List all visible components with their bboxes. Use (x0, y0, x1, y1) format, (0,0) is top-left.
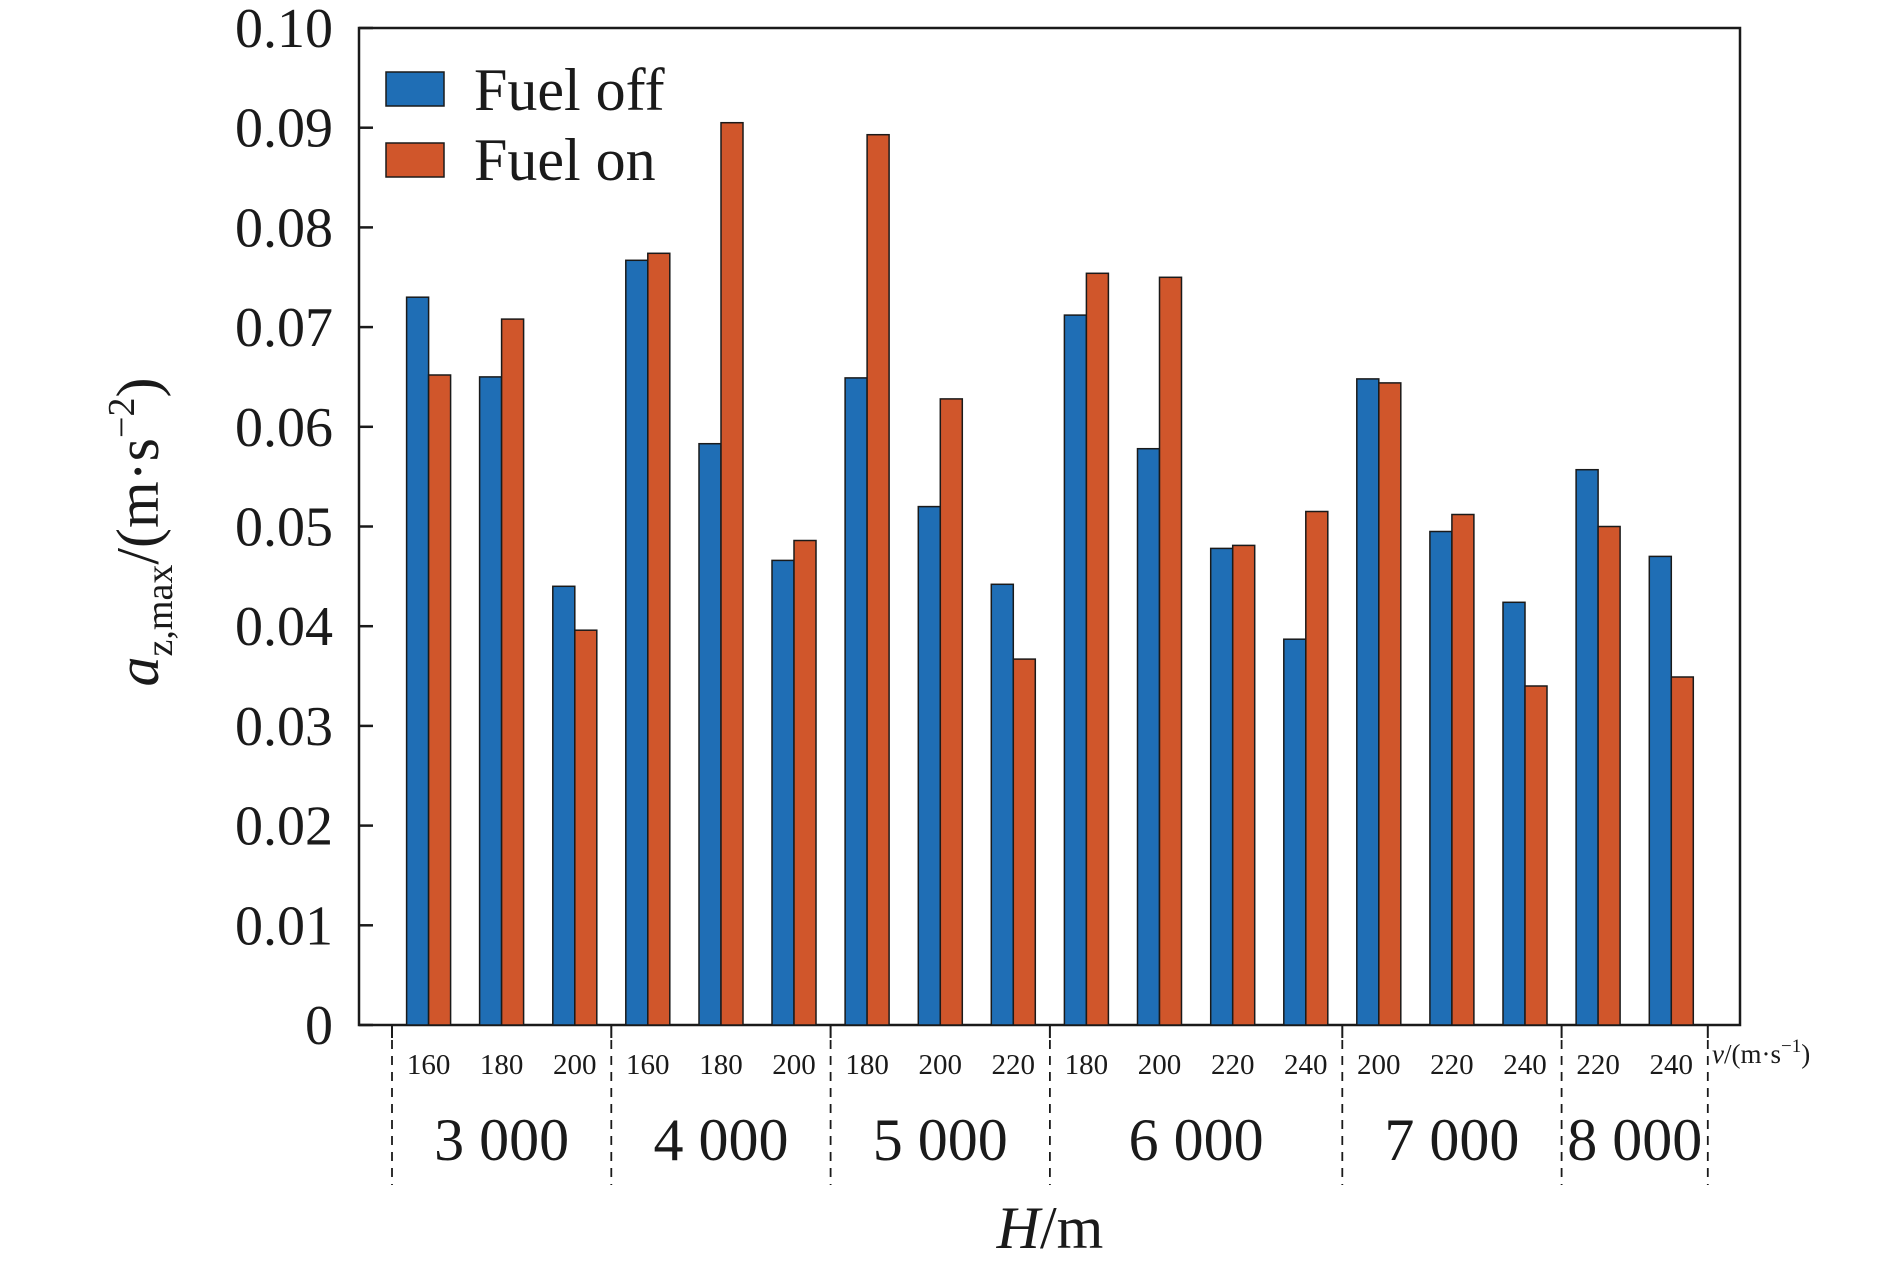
bar-fuel-off (844, 377, 868, 1026)
bar-fuel-off (1575, 468, 1599, 1026)
group-label: 3 000 (434, 1107, 569, 1173)
bar-fuel-off (1648, 555, 1673, 1026)
bar-fuel-off (990, 583, 1015, 1026)
x-tick-label: 240 (1284, 1049, 1328, 1081)
group-label: 5 000 (873, 1107, 1008, 1173)
x-tick-label: 180 (1065, 1049, 1109, 1081)
bar-fuel-on (1085, 272, 1110, 1026)
bar-fuel-on (1670, 676, 1695, 1026)
y-tick-label: 0.08 (235, 197, 333, 259)
bar-fuel-on (1378, 382, 1402, 1026)
x-tick-label: 200 (1138, 1049, 1182, 1081)
bars (405, 121, 1695, 1026)
x-tick-label: 220 (1430, 1049, 1474, 1081)
bar-fuel-on (1231, 544, 1256, 1026)
y-tick-label: 0.07 (235, 297, 333, 359)
x-tick-label: 240 (1650, 1049, 1694, 1081)
bar-fuel-off (698, 442, 722, 1026)
bar-fuel-off (1429, 530, 1453, 1026)
bar-fuel-off (405, 296, 430, 1026)
legend-swatch-fuel-off (385, 71, 445, 107)
x-unit-label: v/(m·s−1) (1712, 1036, 1810, 1069)
x-tick-label: 200 (1357, 1049, 1401, 1081)
legend: Fuel off Fuel on (385, 57, 665, 193)
bar-fuel-on (720, 121, 744, 1026)
bar-fuel-off (1283, 638, 1307, 1026)
bar-fuel-on (793, 539, 817, 1026)
bar-fuel-off (1356, 378, 1380, 1026)
bar-fuel-on (1305, 510, 1329, 1026)
y-tick-label: 0.01 (235, 895, 333, 957)
bar-fuel-on (939, 398, 964, 1026)
x-tick-label: 180 (699, 1049, 743, 1081)
x-tick-label: 220 (1576, 1049, 1620, 1081)
bar-fuel-off (917, 505, 942, 1026)
bar-fuel-on (1012, 658, 1037, 1026)
legend-swatch-fuel-on (385, 142, 445, 178)
legend-label-fuel-off: Fuel off (474, 57, 665, 123)
y-tick-label: 0.10 (235, 0, 333, 60)
bar-fuel-on (1597, 525, 1621, 1026)
y-tick-label: 0.06 (235, 397, 333, 459)
group-labels: 3 000 4 000 5 000 6 000 7 000 8 000 (434, 1107, 1702, 1173)
y-axis-ticks: 0 0.01 0.02 0.03 0.04 0.05 0.06 0.07 0.08 0.09 0.1… (235, 0, 373, 1057)
bar-fuel-on (1524, 685, 1548, 1026)
x-tick-label: 200 (772, 1049, 816, 1081)
x-tick-label: 200 (553, 1049, 597, 1081)
bar-fuel-off (771, 559, 795, 1026)
y-tick-label: 0 (305, 995, 333, 1057)
bar-fuel-off (478, 376, 503, 1026)
bar-fuel-on (500, 318, 525, 1026)
bar-fuel-on (1158, 276, 1183, 1026)
y-tick-label: 0.03 (235, 696, 333, 758)
group-label: 4 000 (654, 1107, 789, 1173)
group-label: 7 000 (1384, 1107, 1519, 1173)
x-tick-label: 160 (407, 1049, 451, 1081)
bar-fuel-on (574, 629, 598, 1026)
y-tick-label: 0.04 (235, 596, 333, 658)
bar-fuel-on (866, 133, 890, 1026)
x-tick-label: 220 (992, 1049, 1036, 1081)
group-label: 8 000 (1567, 1107, 1702, 1173)
bar-fuel-off (1063, 314, 1088, 1026)
bar-fuel-off (1136, 447, 1161, 1026)
x-tick-label: 180 (480, 1049, 524, 1081)
x-axis-title: H/m (996, 1195, 1104, 1261)
x-tick-label: 220 (1211, 1049, 1255, 1081)
x-axis-ticks: 160 180 200 160 180 200 180 200 220 180 200 220 240 2… (407, 1049, 1693, 1081)
y-tick-label: 0.02 (235, 796, 333, 858)
bar-fuel-off (552, 585, 576, 1026)
x-tick-label: 200 (919, 1049, 963, 1081)
group-separators (391, 1025, 1709, 1185)
y-tick-label: 0.09 (235, 98, 333, 160)
bar-fuel-off (1209, 547, 1234, 1026)
bar-fuel-on (1451, 513, 1475, 1026)
bar-fuel-on (647, 252, 671, 1026)
x-tick-label: 240 (1503, 1049, 1547, 1081)
legend-label-fuel-on: Fuel on (474, 127, 656, 193)
x-tick-label: 180 (845, 1049, 889, 1081)
bar-fuel-off (1502, 601, 1526, 1026)
y-axis-title: az,max/(m·s−2) (101, 378, 181, 687)
x-tick-label: 160 (626, 1049, 670, 1081)
group-label: 6 000 (1129, 1107, 1264, 1173)
y-tick-label: 0.05 (235, 497, 333, 559)
bar-fuel-on (427, 374, 452, 1026)
bar-fuel-off (625, 259, 649, 1026)
